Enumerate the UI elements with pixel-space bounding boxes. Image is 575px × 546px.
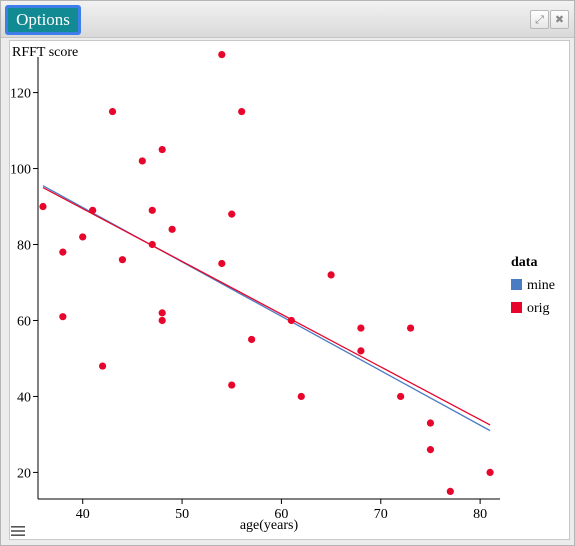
x-tick-label: 60 bbox=[274, 507, 288, 522]
data-point[interactable] bbox=[248, 335, 256, 344]
x-tick-label: 70 bbox=[374, 507, 388, 522]
data-point[interactable] bbox=[59, 313, 67, 321]
fit-line-orig bbox=[42, 186, 491, 426]
data-point[interactable] bbox=[148, 206, 156, 214]
expand-icon[interactable]: ⤢ bbox=[530, 10, 549, 29]
legend-swatch-mine bbox=[511, 279, 522, 290]
y-tick-label: 80 bbox=[17, 239, 31, 254]
data-point[interactable] bbox=[218, 50, 226, 59]
scatter-chart: RFFT score age(years) 20 40 60 80 100 120 40 50 60… bbox=[10, 45, 555, 533]
title-bar: Options ⤢ ✖ bbox=[1, 1, 574, 38]
data-point[interactable] bbox=[357, 347, 365, 355]
close-icon[interactable]: ✖ bbox=[550, 10, 569, 29]
data-point[interactable] bbox=[228, 381, 236, 389]
y-tick-label: 40 bbox=[17, 390, 31, 405]
data-point[interactable] bbox=[89, 206, 97, 214]
data-point[interactable] bbox=[39, 202, 47, 211]
y-tick-label: 120 bbox=[10, 87, 31, 102]
x-tick-label: 40 bbox=[76, 507, 90, 522]
fit-line-mine bbox=[42, 185, 491, 432]
data-point[interactable] bbox=[218, 259, 226, 268]
axes: RFFT score age(years) 20 40 60 80 100 120 40 50 60… bbox=[10, 45, 500, 533]
data-point[interactable] bbox=[168, 225, 176, 233]
y-tick-label: 20 bbox=[17, 466, 31, 481]
plot-area: RFFT score age(years) 20 40 60 80 100 120 40 50 60… bbox=[9, 40, 570, 540]
legend-label-orig: orig bbox=[527, 301, 550, 316]
data-point[interactable] bbox=[426, 419, 435, 427]
data-point[interactable] bbox=[406, 324, 415, 332]
y-tick-label: 60 bbox=[17, 314, 31, 329]
data-point[interactable] bbox=[108, 107, 117, 116]
x-tick-label: 50 bbox=[175, 507, 189, 522]
data-point[interactable] bbox=[118, 256, 127, 264]
data-point[interactable] bbox=[228, 210, 236, 218]
hamburger-menu-icon[interactable] bbox=[11, 525, 25, 537]
data-point[interactable] bbox=[397, 392, 405, 401]
data-point[interactable] bbox=[327, 271, 335, 279]
legend-swatch-orig bbox=[511, 302, 522, 313]
data-point[interactable] bbox=[59, 248, 67, 256]
data-point[interactable] bbox=[158, 309, 166, 317]
data-point[interactable] bbox=[158, 316, 166, 325]
data-points bbox=[39, 50, 494, 496]
legend-label-mine: mine bbox=[527, 278, 555, 293]
x-axis-label: age(years) bbox=[240, 518, 299, 533]
data-point[interactable] bbox=[446, 487, 454, 496]
data-point[interactable] bbox=[357, 324, 365, 332]
fit-lines bbox=[42, 185, 491, 432]
data-point[interactable] bbox=[148, 240, 156, 249]
data-point[interactable] bbox=[98, 362, 107, 370]
legend-title: data bbox=[511, 255, 537, 270]
data-point[interactable] bbox=[238, 107, 246, 116]
data-point[interactable] bbox=[158, 145, 166, 154]
data-point[interactable] bbox=[287, 316, 295, 325]
legend: data mine orig bbox=[511, 255, 555, 316]
y-tick-label: 100 bbox=[10, 163, 31, 178]
data-point[interactable] bbox=[297, 392, 305, 401]
data-point[interactable] bbox=[79, 233, 87, 241]
data-point[interactable] bbox=[138, 157, 146, 165]
options-button[interactable]: Options bbox=[5, 5, 81, 35]
data-point[interactable] bbox=[426, 446, 435, 454]
x-tick-label: 80 bbox=[473, 507, 487, 522]
y-axis-label: RFFT score bbox=[12, 45, 78, 60]
data-point[interactable] bbox=[486, 468, 494, 477]
